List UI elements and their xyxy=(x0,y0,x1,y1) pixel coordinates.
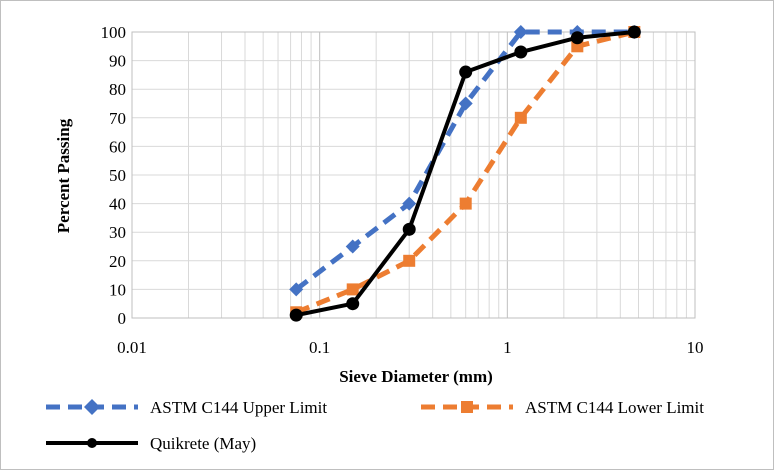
x-tick-label: 0.01 xyxy=(117,338,147,357)
data-point xyxy=(570,31,584,45)
x-axis-label: Sieve Diameter (mm) xyxy=(339,367,493,386)
legend-swatch-marker xyxy=(461,401,473,413)
data-point xyxy=(346,283,359,296)
legend-label: ASTM C144 Upper Limit xyxy=(150,398,327,417)
x-tick-label: 0.1 xyxy=(309,338,330,357)
y-tick-label: 50 xyxy=(109,166,126,185)
x-tick-label: 10 xyxy=(687,338,704,357)
y-tick-label: 10 xyxy=(109,280,126,299)
y-tick-label: 0 xyxy=(118,309,127,328)
x-tick-labels: 0.01 0.1 1 10 xyxy=(117,338,703,357)
y-tick-label: 90 xyxy=(109,52,126,71)
data-point xyxy=(402,196,417,211)
data-point xyxy=(513,25,528,39)
y-tick-label: 40 xyxy=(109,195,126,214)
y-tick-label: 80 xyxy=(109,80,126,99)
data-point xyxy=(403,254,416,267)
y-tick-label: 70 xyxy=(109,109,126,128)
series xyxy=(289,25,642,322)
data-point xyxy=(346,297,360,311)
plot-area-border xyxy=(131,31,696,319)
data-point xyxy=(514,45,528,59)
legend-swatch-marker xyxy=(84,399,100,415)
data-point xyxy=(345,239,360,254)
y-tick-label: 100 xyxy=(101,23,127,42)
y-tick-label: 30 xyxy=(109,223,126,242)
grid xyxy=(131,31,696,319)
data-point xyxy=(459,197,472,210)
y-tick-labels: 0 10 20 30 40 50 60 70 80 90 100 xyxy=(101,23,127,328)
y-axis-label: Percent Passing xyxy=(54,118,73,233)
data-point xyxy=(514,111,527,124)
legend-label: Quikrete (May) xyxy=(150,434,256,453)
data-point xyxy=(289,282,304,297)
data-point xyxy=(459,65,473,79)
legend-label: ASTM C144 Lower Limit xyxy=(525,398,704,417)
data-point xyxy=(458,96,473,111)
legend-item: ASTM C144 Lower Limit xyxy=(421,398,704,417)
x-tick-label: 1 xyxy=(503,338,512,357)
data-point xyxy=(289,308,303,322)
data-point xyxy=(627,25,641,39)
legend: ASTM C144 Upper Limit ASTM C144 Lower Lim… xyxy=(46,398,704,453)
data-point xyxy=(402,222,416,236)
y-tick-label: 60 xyxy=(109,137,126,156)
legend-swatch-marker xyxy=(87,438,97,448)
series-3 xyxy=(289,25,641,322)
y-tick-label: 20 xyxy=(109,252,126,271)
legend-item: Quikrete (May) xyxy=(46,434,256,453)
legend-item: ASTM C144 Upper Limit xyxy=(46,398,327,417)
